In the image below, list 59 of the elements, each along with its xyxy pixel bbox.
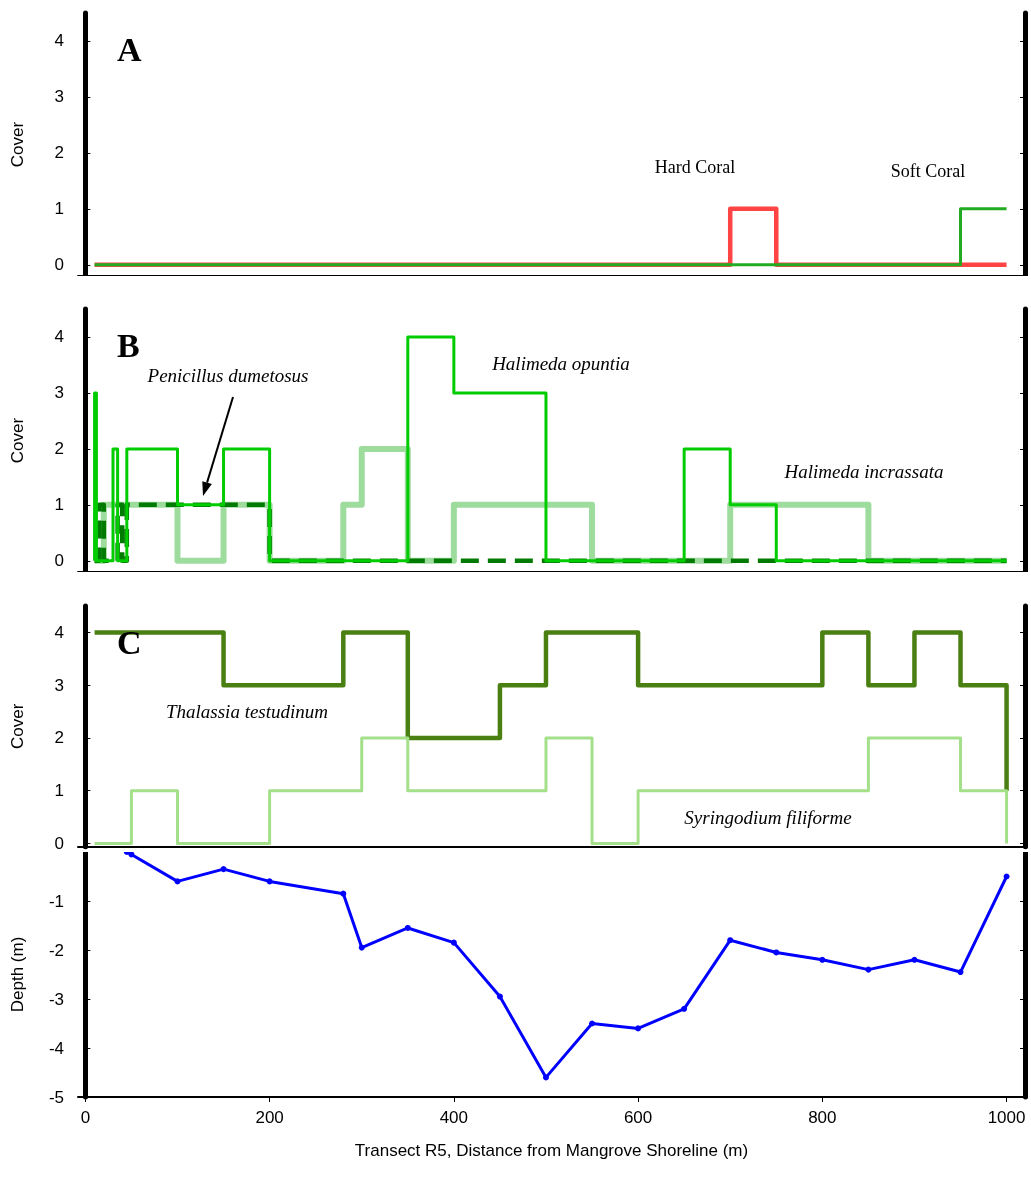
y-tick-label: 0 [54,551,64,571]
point [819,956,826,963]
x-axis-title: Transect R5, Distance from Mangrove Shoreline (m) [354,1141,749,1160]
annotation: Soft Coral [890,161,966,181]
text: C [117,623,142,661]
y-tick-label: 1 [54,781,64,801]
annotation: Thalassia testudinum [165,700,329,722]
point [450,939,457,946]
text: B [117,326,140,364]
y-tick-label: -4 [48,1038,64,1058]
x-tick-label: 600 [623,1108,653,1127]
y-tick-label: 1 [54,495,64,515]
point [911,956,918,963]
point [1003,873,1010,880]
y-tick-label: 4 [54,622,64,642]
y-axis-title: Cover [8,703,27,750]
annotation: Halimeda opuntia [491,352,630,374]
point [266,878,273,885]
point [340,890,347,897]
y-tick-label: 4 [54,31,64,51]
point [128,852,135,858]
point [727,937,734,944]
point [681,1005,688,1012]
y-axis-title: Cover [8,417,27,464]
annotation: Penicillus dumetosus [146,364,309,386]
y-tick-label: 3 [54,675,64,695]
y-tick-label: 2 [54,728,64,748]
y-tick-label: 2 [54,439,64,459]
point [220,866,227,873]
point [635,1025,642,1032]
text: A [117,30,142,68]
y-tick-label: -3 [48,989,64,1009]
x-tick-label: 400 [439,1108,469,1127]
x-tick-label: 0 [80,1108,91,1127]
x-tick-label: 800 [808,1108,837,1127]
y-tick-label: 3 [54,87,64,107]
y-axis-title: Depth (m) [8,936,27,1013]
y-tick-label: 1 [54,199,64,219]
y-tick-label: 0 [54,834,64,853]
y-tick-label: 2 [54,143,64,163]
y-tick-label: -2 [48,940,64,960]
y-tick-label: 0 [54,255,64,275]
point [957,969,964,976]
annotation: Halimeda incrassata [783,460,944,482]
x-tick-label: 1000 [987,1108,1026,1127]
point [496,993,503,1000]
y-tick-label: -5 [48,1087,64,1107]
point [404,924,411,931]
point [773,949,780,956]
y-tick-label: -1 [48,891,64,911]
y-axis-title: Cover [8,121,27,168]
point [865,966,872,973]
point [542,1074,549,1081]
annotation: Hard Coral [654,157,736,177]
point [589,1020,596,1027]
y-tick-label: 4 [54,327,64,347]
x-tick-label: 200 [255,1108,284,1127]
y-tick-label: 3 [54,383,64,403]
annotation: Syringodium filiforme [684,806,852,828]
